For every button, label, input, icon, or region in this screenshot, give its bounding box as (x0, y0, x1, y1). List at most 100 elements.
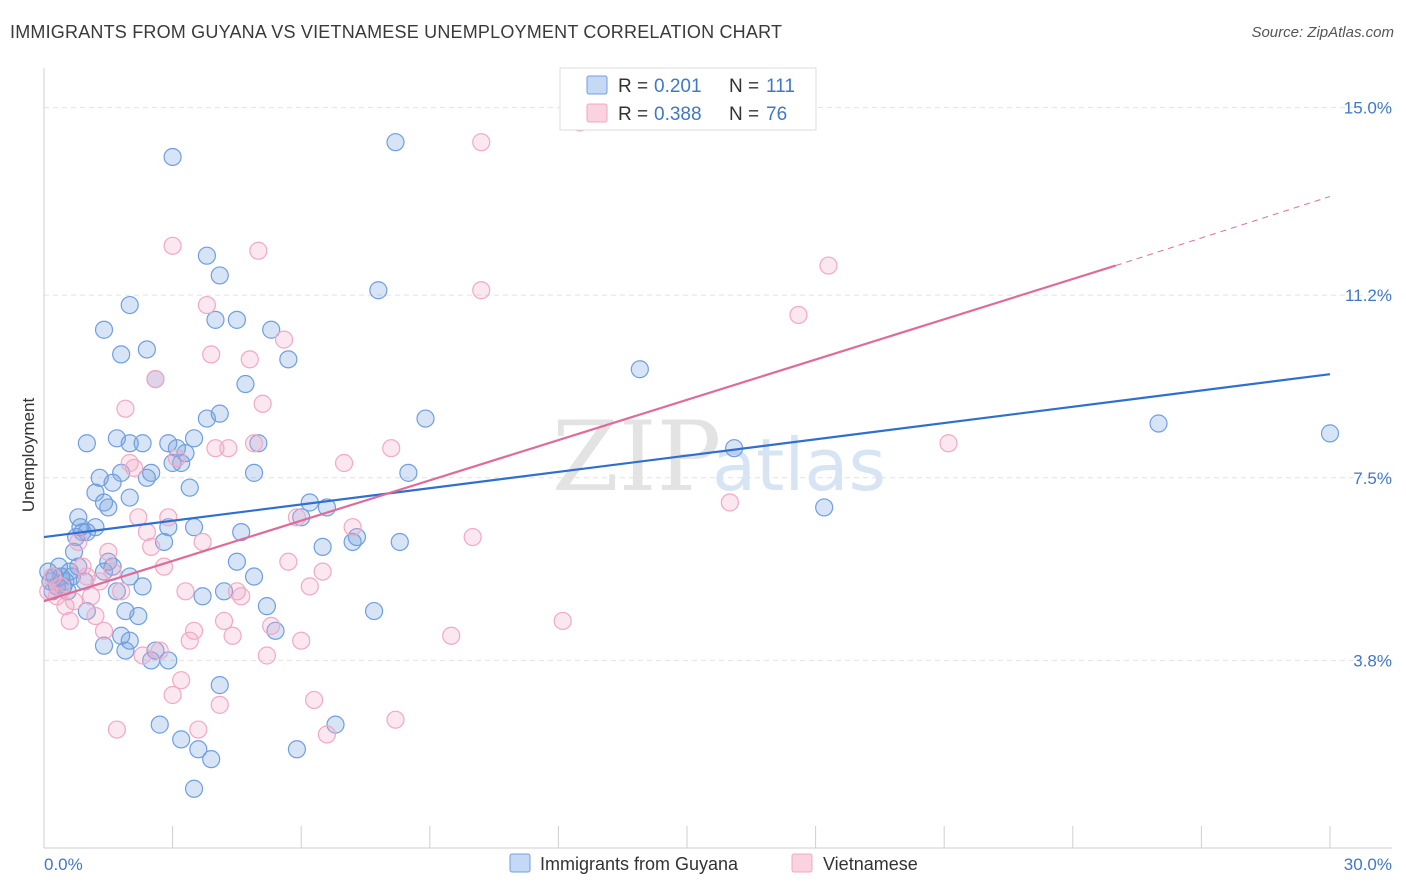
point-guyana (69, 508, 88, 527)
point-vietnamese (313, 562, 332, 581)
point-guyana (120, 434, 139, 453)
legend-swatch-vietnamese (586, 103, 608, 123)
bottom-legend-swatch-guyana (509, 853, 531, 873)
point-vietnamese (210, 695, 229, 714)
point-vietnamese (553, 611, 572, 631)
point-vietnamese (146, 369, 165, 389)
point-vietnamese (99, 542, 118, 561)
point-vietnamese (116, 399, 135, 418)
point-vietnamese (232, 587, 251, 606)
point-guyana (313, 537, 332, 557)
point-vietnamese (56, 597, 75, 616)
point-vietnamese (167, 448, 186, 468)
point-guyana (120, 295, 139, 315)
legend-n-label-vietnamese: N = (729, 104, 759, 125)
point-vietnamese (292, 631, 311, 650)
point-vietnamese (189, 720, 208, 739)
point-guyana (184, 779, 204, 798)
point-guyana (133, 434, 152, 453)
x-tick-label-max: 30.0% (1344, 855, 1392, 874)
y-axis-label: Unemployment (19, 398, 38, 513)
point-guyana (262, 320, 281, 339)
bottom-legend-label-vietnamese: Vietnamese (823, 854, 918, 874)
point-guyana (227, 310, 246, 329)
point-guyana (193, 587, 212, 606)
point-guyana (159, 434, 178, 453)
point-vietnamese (193, 532, 212, 552)
point-guyana (77, 434, 96, 453)
point-vietnamese (720, 493, 739, 512)
point-vietnamese (300, 577, 319, 596)
point-guyana (94, 636, 114, 655)
point-vietnamese (334, 453, 354, 473)
point-vietnamese (94, 621, 114, 640)
point-vietnamese (197, 295, 216, 315)
point-guyana (399, 463, 418, 482)
point-vietnamese (142, 537, 161, 557)
point-vietnamese (244, 434, 264, 453)
y-tick-labels: 3.8% 7.5% 11.2% 15.0% (1344, 99, 1392, 671)
point-vietnamese (382, 439, 401, 458)
legend-r-label-vietnamese: R = (618, 104, 648, 125)
point-vietnamese (262, 616, 281, 635)
watermark: ZIP atlas (552, 401, 886, 513)
point-guyana (287, 740, 307, 759)
point-guyana (184, 429, 204, 448)
point-guyana (103, 557, 122, 576)
point-vietnamese (317, 725, 337, 744)
point-guyana (150, 715, 169, 734)
point-guyana (86, 518, 105, 537)
y-tick-label: 3.8% (1353, 651, 1392, 670)
point-guyana (815, 498, 834, 517)
point-vietnamese (257, 646, 277, 665)
point-vietnamese (472, 133, 491, 152)
point-guyana (77, 601, 96, 621)
point-guyana (1149, 414, 1168, 433)
bottom-legend-label-guyana: Immigrants from Guyana (540, 854, 739, 874)
axes (43, 68, 1392, 849)
point-vietnamese (249, 241, 268, 260)
point-guyana (244, 463, 264, 482)
point-guyana (390, 532, 409, 552)
y-tick-label: 15.0% (1344, 99, 1392, 118)
series-vietnamese-points (39, 113, 958, 744)
point-vietnamese (253, 394, 272, 413)
point-vietnamese (442, 626, 461, 645)
point-vietnamese (60, 611, 79, 631)
point-guyana (163, 147, 182, 167)
point-vietnamese (159, 508, 178, 527)
point-vietnamese (180, 631, 199, 650)
point-vietnamese (107, 720, 126, 739)
point-guyana (107, 582, 126, 601)
point-vietnamese (939, 434, 958, 453)
point-guyana (1320, 424, 1340, 443)
y-tick-label: 7.5% (1353, 469, 1392, 488)
point-vietnamese (184, 621, 204, 640)
x-tick-label-min: 0.0% (44, 855, 83, 874)
chart-title: IMMIGRANTS FROM GUYANA VS VIETNAMESE UNE… (10, 22, 783, 42)
point-guyana (133, 577, 152, 596)
point-guyana (227, 552, 246, 571)
legend-r-value-vietnamese: 0.388 (654, 104, 702, 125)
point-guyana (210, 676, 229, 695)
point-vietnamese (124, 458, 144, 478)
point-guyana (244, 567, 264, 586)
point-vietnamese (176, 582, 195, 601)
legend-r-value-guyana: 0.201 (654, 76, 702, 97)
point-vietnamese (819, 256, 838, 275)
point-guyana (116, 641, 135, 660)
point-guyana (386, 133, 405, 152)
point-guyana (232, 523, 251, 542)
point-vietnamese (274, 330, 294, 349)
point-vietnamese (240, 350, 259, 369)
point-guyana (257, 597, 277, 616)
point-guyana (214, 582, 234, 601)
point-guyana (210, 404, 229, 423)
point-guyana (47, 577, 66, 596)
point-guyana (94, 320, 114, 339)
point-guyana (206, 310, 225, 329)
point-guyana (112, 626, 131, 645)
trend-line-vietnamese (43, 264, 1116, 603)
point-vietnamese (206, 439, 225, 458)
